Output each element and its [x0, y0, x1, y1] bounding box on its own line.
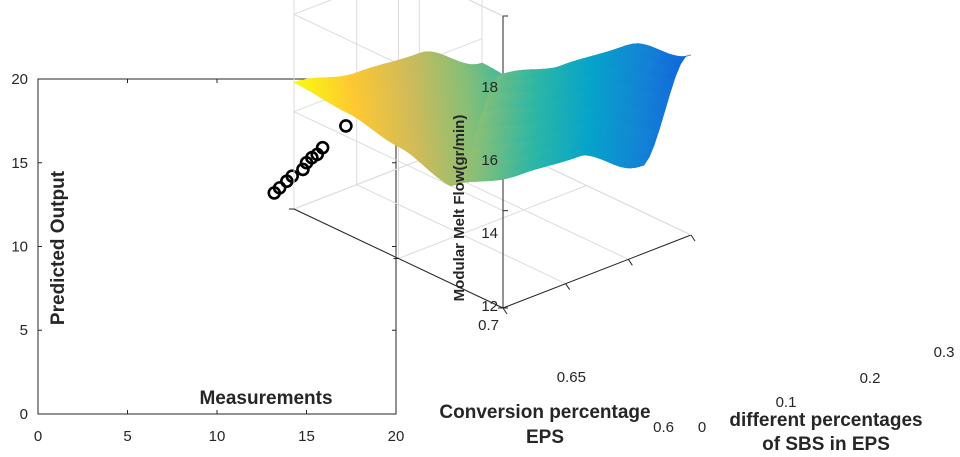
surface-z-ticks: 18 16 14 12: [481, 79, 498, 315]
surface-gridline: [398, 185, 587, 259]
surface-x-ticks: 0 0.1 0.2 0.3: [698, 344, 955, 436]
scatter-x-axis-label: Measurements: [199, 388, 332, 409]
surface-gridline: [565, 283, 571, 290]
surface-gridline: [502, 307, 508, 315]
surface-x-tick-label: 0.2: [860, 370, 881, 387]
surface-x-tick-label: 0: [698, 419, 706, 436]
scatter-y-tick-label: 10: [11, 239, 28, 256]
scatter-x-tick-label: 5: [123, 428, 131, 445]
surface-plot: 18 16 14 12 0.7 0.65 0.6 0 0.1 0.2 0.3 M…: [289, 0, 954, 455]
scatter-points: [267, 119, 353, 200]
surface-z-tick-label: 12: [481, 298, 498, 315]
scatter-y-tick-label: 0: [20, 406, 28, 423]
surface-x-axis-label: different percentages of SBS in EPS: [729, 410, 922, 455]
surface-z-axis-label: Modular Melt Flow(gr/min): [451, 115, 468, 302]
scatter-point: [285, 169, 299, 183]
surface-mesh: [293, 43, 692, 187]
scatter-axes-box: [37, 78, 397, 415]
surface-z-tick-label: 16: [481, 152, 498, 169]
scatter-x-tick-label: 10: [209, 428, 226, 445]
surface-gridline: [502, 234, 692, 309]
scatter-x-tick-label: 0: [34, 428, 42, 445]
scatter-x-tick-label: 20: [388, 428, 405, 445]
scatter-x-tick-label: 15: [298, 428, 315, 445]
scatter-point: [272, 181, 287, 195]
surface-gridline: [627, 259, 633, 266]
surface-y-axis-label: Conversion percentage EPS: [439, 402, 650, 448]
scatter-y-tick-label: 15: [11, 155, 28, 172]
surface-x-tick-label: 0.3: [934, 344, 955, 361]
scatter-plot: 0 5 10 15 20 0 5 10 15 20 Predicted Outp…: [11, 71, 404, 445]
surface-y-ticks: 0.7 0.65 0.6: [478, 317, 674, 436]
surface-y-tick-label: 0.7: [478, 317, 499, 334]
scatter-x-ticks: 0 5 10 15 20: [34, 428, 405, 445]
surface-z-tick-label: 14: [481, 225, 498, 242]
surface-y-tick-label: 0.65: [557, 369, 586, 386]
surface-patch: [497, 72, 508, 76]
surface-gridline: [690, 234, 696, 242]
scatter-y-ticks: 0 5 10 15 20: [11, 71, 28, 423]
scatter-y-tick-label: 20: [11, 71, 28, 88]
scatter-point: [339, 119, 353, 133]
scatter-y-axis-label: Predicted Output: [48, 170, 69, 325]
scatter-y-tick-label: 5: [20, 322, 28, 339]
scatter-point: [315, 140, 330, 155]
surface-z-tick-label: 18: [481, 79, 498, 96]
surface-x-tick-label: 0.1: [776, 394, 797, 411]
scatter-point: [296, 162, 310, 177]
surface-gridline: [293, 0, 333, 15]
surface-y-tick-label: 0.6: [653, 419, 674, 436]
